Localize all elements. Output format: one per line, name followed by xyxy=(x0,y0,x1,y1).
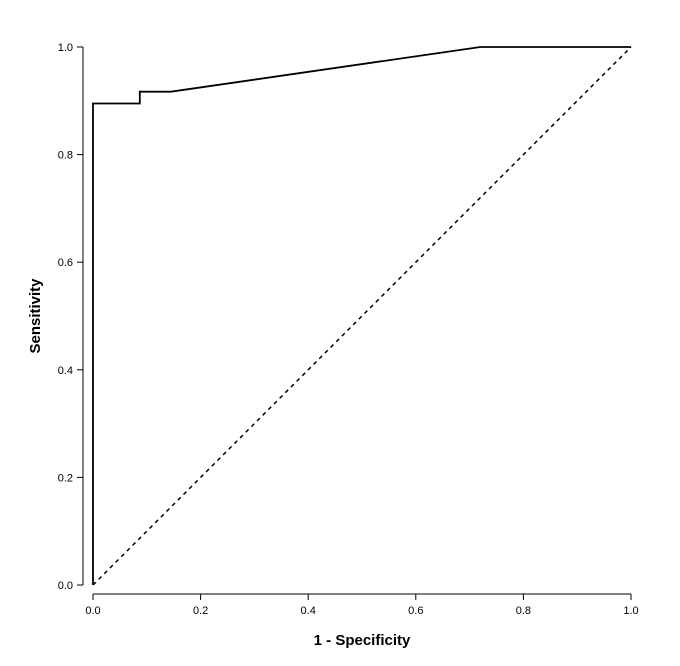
y-tick-label: 0.0 xyxy=(58,580,73,592)
x-tick-label: 0.4 xyxy=(301,605,316,617)
reference-diagonal-line xyxy=(92,46,632,586)
y-axis-title: Sensitivity xyxy=(27,278,44,354)
y-ticks: 0.0 0.2 0.4 0.6 0.8 1.0 xyxy=(58,42,83,592)
x-tick-label: 0.8 xyxy=(516,605,531,617)
roc-curve-line xyxy=(92,46,631,585)
x-tick-label: 0.0 xyxy=(85,605,100,617)
x-tick-label: 0.2 xyxy=(193,605,208,617)
x-axis-title: 1 - Specificity xyxy=(314,632,411,649)
y-tick-label: 0.6 xyxy=(58,257,73,269)
x-tick-label: 0.6 xyxy=(408,605,423,617)
x-tick-label: 1.0 xyxy=(623,605,638,617)
y-tick-label: 0.4 xyxy=(58,365,73,377)
y-tick-label: 0.8 xyxy=(58,150,73,162)
y-tick-label: 1.0 xyxy=(58,42,73,54)
x-ticks: 0.0 0.2 0.4 0.6 0.8 1.0 xyxy=(85,594,639,617)
y-tick-label: 0.2 xyxy=(58,472,73,484)
series-layer xyxy=(92,46,632,586)
